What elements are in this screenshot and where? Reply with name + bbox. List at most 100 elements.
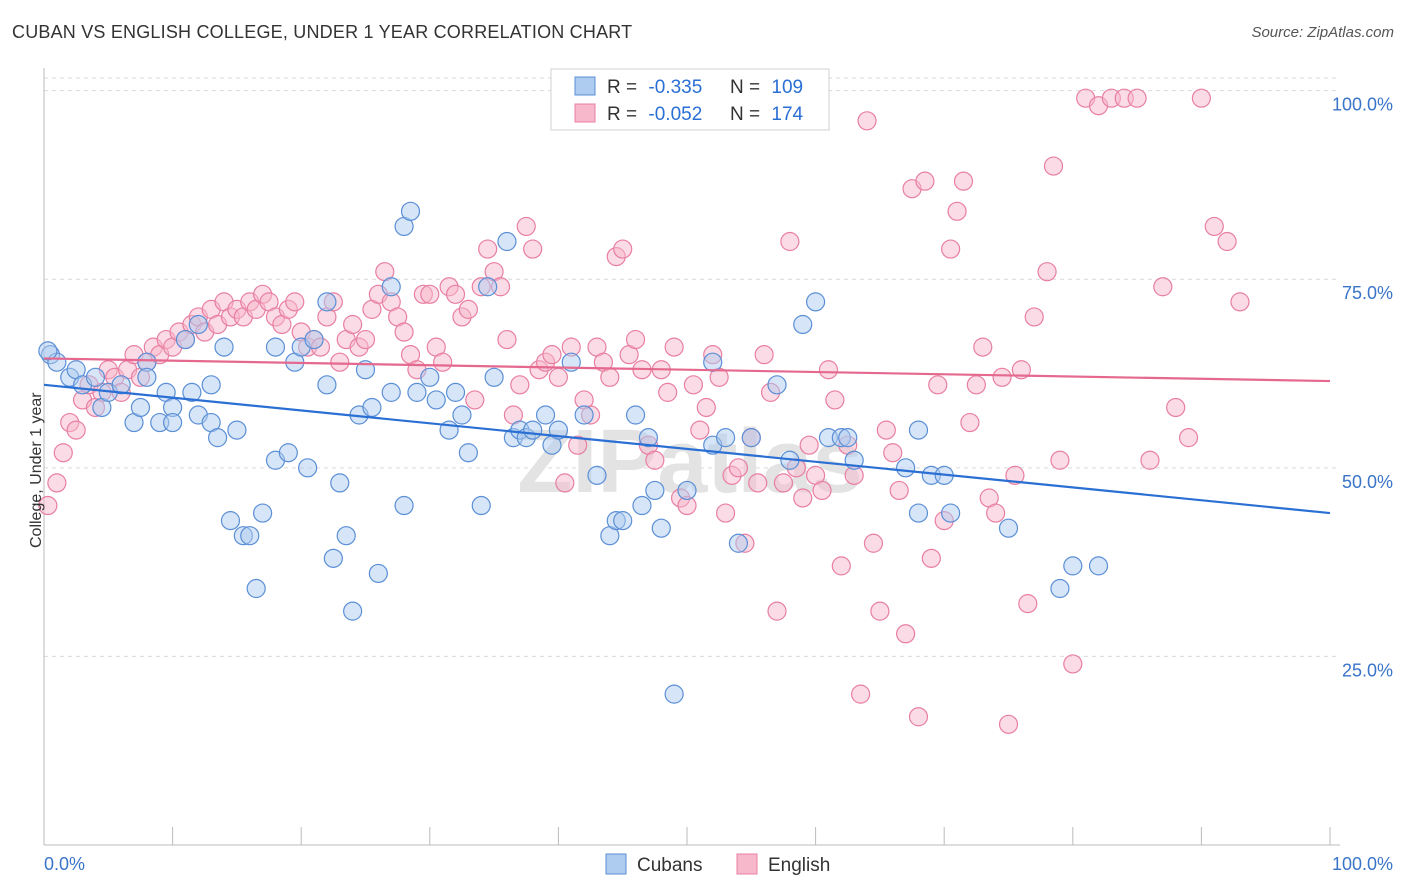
cubans-point bbox=[240, 526, 260, 546]
english-point bbox=[889, 480, 909, 501]
cubans-point bbox=[613, 511, 633, 531]
cubans-point bbox=[805, 292, 826, 312]
y-tick-label: 100.0% bbox=[1332, 95, 1393, 115]
english-point bbox=[748, 473, 768, 493]
cubans-point bbox=[130, 397, 151, 418]
english-point bbox=[1037, 262, 1057, 282]
svg-text:R = -0.335: R = -0.335 bbox=[607, 77, 702, 98]
english-point bbox=[1011, 360, 1031, 380]
cubans-point bbox=[587, 465, 607, 485]
cubans-point bbox=[343, 601, 363, 621]
cubans-point bbox=[426, 390, 446, 410]
english-point bbox=[1018, 594, 1038, 614]
english-point bbox=[767, 601, 787, 621]
english-point bbox=[1127, 88, 1147, 108]
cubans-points bbox=[38, 201, 1109, 704]
cubans-point bbox=[677, 480, 697, 501]
english-point bbox=[998, 714, 1019, 734]
cubans-point bbox=[625, 405, 646, 425]
cubans-point bbox=[741, 428, 761, 448]
english-point bbox=[992, 367, 1012, 387]
english-point bbox=[953, 171, 974, 191]
cubans-point bbox=[458, 443, 478, 463]
chart-title: CUBAN VS ENGLISH COLLEGE, UNDER 1 YEAR C… bbox=[12, 22, 633, 42]
english-point bbox=[696, 397, 716, 418]
bottom-legend-swatch-cubans bbox=[605, 853, 627, 875]
cubans-point bbox=[908, 420, 929, 440]
cubans-point bbox=[484, 367, 504, 387]
bottom-legend-swatch-english bbox=[736, 853, 758, 875]
english-point bbox=[883, 443, 903, 463]
english-point bbox=[658, 382, 678, 402]
english-point bbox=[773, 473, 794, 493]
english-point bbox=[38, 495, 58, 516]
english-point bbox=[1191, 88, 1212, 108]
cubans-point bbox=[246, 578, 266, 599]
english-point bbox=[53, 443, 73, 463]
english-point bbox=[343, 314, 363, 335]
cubans-point bbox=[645, 480, 665, 501]
english-point bbox=[921, 548, 941, 568]
cubans-point bbox=[175, 329, 196, 350]
bottom-legend: Cubans English bbox=[605, 853, 830, 876]
english-point bbox=[355, 329, 376, 350]
legend-n-label-cubans: N = bbox=[730, 77, 760, 98]
cubans-point bbox=[265, 337, 286, 357]
cubans-point bbox=[703, 352, 723, 372]
english-point bbox=[896, 624, 916, 644]
cubans-point bbox=[471, 495, 491, 516]
english-point bbox=[548, 367, 569, 387]
english-point bbox=[1050, 450, 1070, 470]
english-point bbox=[818, 360, 839, 380]
english-point bbox=[1024, 307, 1044, 327]
cubans-trend-line bbox=[43, 383, 1331, 515]
cubans-point bbox=[1063, 556, 1083, 576]
english-point bbox=[754, 345, 774, 365]
english-point bbox=[799, 435, 819, 455]
legend-swatch-english bbox=[574, 103, 596, 123]
cubans-point bbox=[253, 503, 273, 523]
cubans-point bbox=[535, 405, 556, 425]
cubans-point bbox=[715, 428, 736, 448]
english-point bbox=[1043, 156, 1064, 176]
english-point bbox=[793, 488, 813, 508]
english-point bbox=[600, 367, 620, 387]
cubans-point bbox=[632, 495, 652, 516]
cubans-point bbox=[793, 314, 813, 335]
english-point bbox=[947, 201, 967, 221]
cubans-point bbox=[420, 367, 440, 387]
bottom-legend-label-english: English bbox=[768, 855, 830, 876]
english-point bbox=[1153, 277, 1173, 297]
english-point bbox=[986, 503, 1006, 523]
gridlines bbox=[44, 77, 1340, 657]
english-point bbox=[478, 239, 498, 259]
cubans-point bbox=[998, 518, 1019, 538]
english-point bbox=[851, 684, 871, 704]
english-point bbox=[555, 473, 575, 493]
cubans-point bbox=[767, 375, 787, 395]
cubans-point bbox=[400, 201, 421, 221]
cubans-point bbox=[163, 412, 183, 433]
bottom-legend-label-cubans: Cubans bbox=[637, 855, 703, 876]
stats-legend: R = -0.335 N = 109 R = -0.052 N = 174 bbox=[550, 68, 830, 131]
axes bbox=[43, 68, 1340, 846]
english-point bbox=[825, 390, 845, 410]
english-point bbox=[1140, 450, 1160, 470]
english-point bbox=[915, 171, 935, 191]
english-point bbox=[683, 375, 704, 395]
legend-n-value-english: 174 bbox=[771, 104, 803, 125]
cubans-point bbox=[381, 277, 401, 297]
english-point bbox=[420, 284, 440, 304]
english-point bbox=[523, 239, 543, 259]
legend-r-value-english: -0.052 bbox=[648, 104, 702, 125]
english-point bbox=[812, 480, 832, 501]
legend-n-value-cubans: 109 bbox=[771, 77, 803, 98]
english-point bbox=[870, 601, 890, 621]
cubans-point bbox=[278, 443, 298, 463]
legend-n-label-english: N = bbox=[730, 104, 760, 125]
y-tick-label: 50.0% bbox=[1342, 472, 1393, 492]
cubans-point bbox=[227, 420, 247, 440]
source-label: Source: ZipAtlas.com bbox=[1251, 24, 1394, 41]
cubans-point bbox=[1050, 578, 1070, 599]
english-point bbox=[831, 556, 851, 576]
